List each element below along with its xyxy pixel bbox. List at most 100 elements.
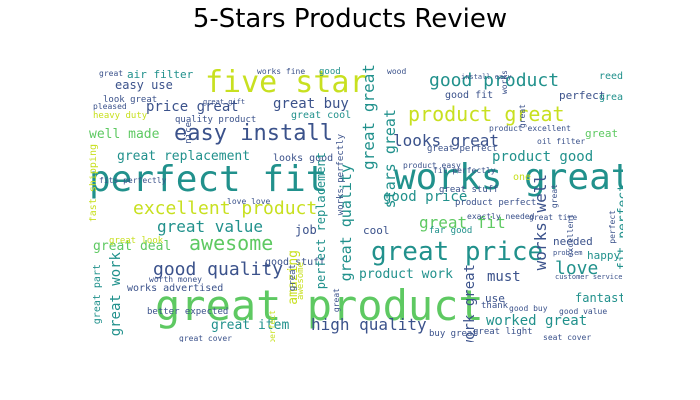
cloud-word: exactly needed (467, 212, 535, 221)
cloud-word: great gift (203, 98, 246, 106)
cloud-word: great tire (529, 213, 578, 222)
chart-title: 5-Stars Products Review (192, 4, 508, 34)
cloud-word: wood (387, 67, 407, 76)
cloud-word: great work (108, 252, 124, 337)
cloud-word: product easy (403, 161, 461, 170)
cloud-word: good product (429, 70, 560, 91)
cloud-word: good fit (445, 90, 494, 101)
cloud-word: love (555, 258, 599, 279)
cloud-word: great look (109, 236, 164, 246)
cloud-word: good price (383, 189, 468, 205)
cloud-word: great (99, 69, 124, 78)
cloud-word: works advertised (127, 283, 224, 294)
cloud-word: air filter (127, 68, 194, 81)
cloud-word: awesome (296, 262, 306, 300)
cloud-word: great perfect (427, 144, 498, 154)
cloud-word: fast shipping (89, 144, 99, 223)
cloud-word: product excellent (489, 124, 571, 133)
cloud-word: needed (553, 235, 593, 248)
cloud-word: oil filter (537, 137, 586, 146)
cloud-word: easy install (174, 121, 333, 146)
cloud-word: fit perfectly (433, 166, 496, 175)
cloud-word: job (295, 223, 317, 237)
cloud-word: good stuff (265, 257, 326, 268)
cloud-word: install easy (461, 73, 512, 81)
cloud-word: good buy (509, 304, 548, 313)
cloud-word: great (550, 184, 559, 209)
cloud-word: great (518, 104, 527, 129)
cloud-word: excellent product (133, 198, 318, 219)
cloud-word: worked great (486, 313, 588, 329)
cloud-word: great price (371, 237, 544, 267)
cloud-word: product good (492, 149, 594, 165)
cloud-word: product perfect (455, 198, 537, 208)
cloud-word: problem (553, 249, 583, 257)
cloud-word: great item (211, 318, 290, 333)
cloud-word: perfect (559, 89, 606, 102)
cloud-word: great deal (93, 239, 172, 254)
cloud-word: pleased (93, 102, 127, 111)
cloud-word: five star (205, 65, 368, 100)
cloud-word: great product (155, 281, 484, 330)
cloud-word: great (332, 288, 341, 313)
cloud-word: good quality (153, 259, 284, 280)
cloud-word: great replacement (117, 149, 251, 164)
cloud-word: seat cover (543, 333, 592, 342)
cloud-word: great part (92, 264, 103, 325)
cloud-word: price great (146, 99, 239, 115)
cloud-word: great fit (419, 213, 506, 232)
cloud-word: great cover (179, 334, 232, 343)
cloud-word: look great (103, 95, 158, 105)
cloud-word: worth money (149, 275, 202, 284)
cloud-word: quality product (175, 115, 257, 125)
cloud-word: works perfect (268, 310, 277, 342)
word-cloud: great product perfect fit works great five … (89, 64, 623, 342)
cloud-word: better expected (147, 307, 229, 317)
cloud-word: awesome (189, 231, 274, 255)
cloud-word: great (599, 92, 623, 103)
cloud-word: use (485, 292, 505, 305)
cloud-word: well made (89, 127, 160, 142)
cloud-word: fit perfect (616, 184, 623, 271)
cloud-word: looks good (273, 153, 334, 164)
cloud-word: cool (363, 224, 390, 237)
cloud-word: fits perfectly (99, 176, 167, 185)
cloud-word: perfect (608, 210, 617, 244)
cloud-word: good (319, 67, 341, 77)
cloud-word: product work (359, 267, 453, 282)
cloud-word: great great (359, 64, 378, 170)
cloud-word: thank (481, 301, 509, 311)
cloud-word: one (513, 172, 532, 183)
cloud-word: work great (462, 264, 478, 342)
cloud-word: excellent (566, 214, 575, 258)
cloud-word: buy great (429, 329, 478, 339)
cloud-word: great buy (273, 96, 349, 112)
cloud-word: easy use (115, 78, 173, 92)
cloud-word: fantastic (575, 291, 623, 305)
cloud-word: reed (599, 71, 623, 82)
cloud-word: works perfectly (336, 134, 346, 216)
cloud-word: works fine (257, 67, 306, 76)
cloud-word: great stuff (439, 185, 499, 195)
cloud-word: great cool (291, 110, 352, 121)
cloud-word: perfect fit (89, 159, 328, 200)
cloud-word: looks great (393, 131, 499, 150)
cloud-word: heavy duty (93, 111, 148, 121)
cloud-word: great light (473, 327, 533, 337)
cloud-word: good value (559, 307, 608, 316)
cloud-word: works great (394, 157, 623, 198)
cloud-word: works (500, 70, 509, 95)
cloud-word: works well (531, 174, 550, 271)
cloud-word: must (487, 269, 521, 285)
cloud-word: far good (429, 226, 473, 236)
cloud-word: customer service (555, 273, 623, 281)
cloud-word: stars great (381, 109, 399, 209)
cloud-word: great good (585, 127, 623, 140)
cloud-word: perfect replacement (314, 152, 328, 290)
cloud-word: love love (227, 197, 271, 206)
cloud-word: great value (157, 217, 263, 236)
cloud-word: happy (587, 249, 621, 262)
cloud-word: high quality (311, 315, 427, 334)
cloud-word: product great (408, 102, 565, 126)
cloud-word: nice (184, 122, 194, 144)
